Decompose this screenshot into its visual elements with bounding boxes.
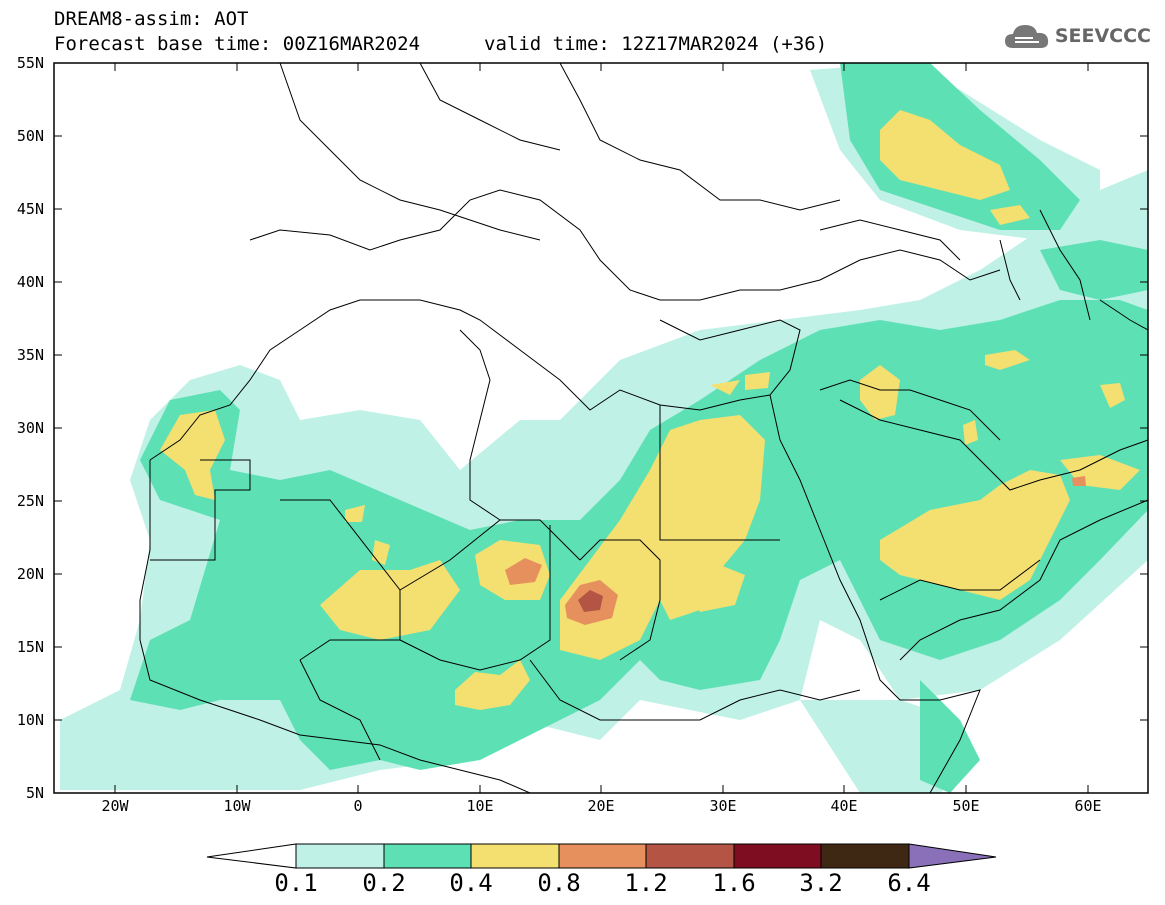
lat-label: 35N [16, 346, 44, 364]
cloud-icon [1004, 25, 1048, 48]
colorbar-bin-1-2 [645, 843, 735, 869]
colorbar-bin-0-1 [295, 843, 385, 869]
seevccc-logo: SEEVCCC [1003, 22, 1151, 50]
lat-label: 15N [16, 638, 44, 656]
aot-contours [60, 63, 1148, 793]
lat-label: 50N [16, 127, 44, 145]
colorbar-bin-1-6 [733, 843, 822, 869]
lat-ticks [54, 135, 1148, 721]
aot-level-0-8 [505, 476, 1086, 625]
colorbar-label: 1.6 [712, 869, 756, 897]
colorbar-label: 6.4 [887, 869, 931, 897]
colorbar-bin-3-2 [820, 843, 910, 869]
lon-ticks [114, 63, 1089, 793]
colorbar-label: 0.2 [362, 869, 406, 897]
lon-label: 60E [1074, 797, 1102, 815]
lon-label: 50E [952, 797, 980, 815]
lon-label: 20E [587, 797, 615, 815]
colorbar-bin-0-8 [558, 843, 647, 869]
lon-label: 40E [830, 797, 858, 815]
colorbar-label: 0.1 [274, 869, 318, 897]
colorbar-label: 3.2 [799, 869, 843, 897]
colorbar-label: 1.2 [624, 869, 668, 897]
lat-label: 55N [16, 54, 44, 72]
logo-text: SEEVCCC [1054, 25, 1151, 47]
colorbar [206, 843, 997, 869]
map-title: DREAM8-assim: AOT [54, 8, 249, 30]
colorbar-label: 0.8 [537, 869, 581, 897]
lat-label: 40N [16, 273, 44, 291]
lat-label: 45N [16, 200, 44, 218]
coastlines-and-borders [139, 63, 1148, 793]
lon-label: 10E [466, 797, 494, 815]
lat-label: 25N [16, 492, 44, 510]
colorbar-lower-arrow [206, 843, 297, 869]
lat-label: 5N [25, 784, 44, 802]
colorbar-bin-0-4 [470, 843, 560, 869]
lat-label: 30N [16, 419, 44, 437]
lat-label: 20N [16, 565, 44, 583]
lon-label: 0 [353, 797, 363, 815]
lon-label: 30E [709, 797, 737, 815]
lon-label: 20W [101, 797, 129, 815]
colorbar-upper-arrow [908, 843, 997, 869]
lon-label: 10W [223, 797, 251, 815]
forecast-base-time: Forecast base time: 00Z16MAR2024 [54, 33, 421, 55]
aot-level-1-2 [578, 590, 603, 612]
lat-label: 10N [16, 711, 44, 729]
colorbar-bin-0-2 [383, 843, 472, 869]
colorbar-label: 0.4 [449, 869, 493, 897]
valid-time: valid time: 12Z17MAR2024 (+36) [484, 33, 828, 55]
